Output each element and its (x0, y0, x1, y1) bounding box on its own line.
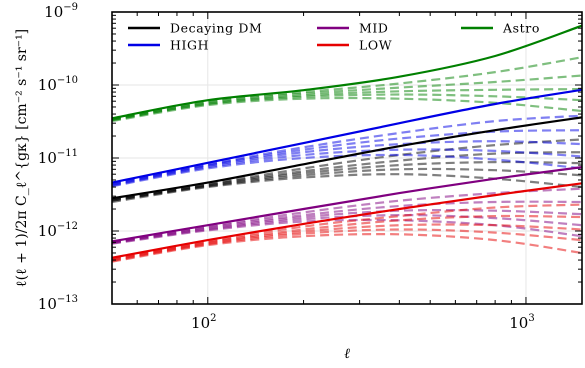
series-line-high (112, 88, 582, 184)
series-dashed-high (112, 148, 582, 187)
x-tick-label: 103 (509, 313, 534, 332)
series-line-low (112, 182, 582, 259)
series-dashed-decaying-dm (112, 173, 582, 204)
plot-frame (111, 11, 583, 305)
legend: Decaying DM MID Astro HIGH LOW (128, 21, 540, 53)
x-axis-label: ℓ (344, 346, 350, 362)
y-axis-label: ℓ(ℓ + 1)/2π C_ℓ^{gκ} [cm⁻² s⁻¹ sr⁻¹] (14, 29, 30, 287)
series-line-mid (112, 166, 582, 243)
series-dashed-astro (112, 96, 582, 123)
legend-label-mid: MID (359, 21, 389, 36)
series-dashed-low (112, 232, 582, 263)
series-line-decaying-dm (112, 116, 582, 200)
legend-label-low: LOW (359, 38, 392, 53)
series-dashed-high (112, 140, 582, 186)
legend-label-high: HIGH (170, 38, 209, 53)
legend-label-decaying-dm: Decaying DM (170, 21, 262, 36)
legend-label-astro: Astro (502, 21, 540, 36)
x-tick-label: 102 (191, 313, 216, 332)
series-dashed-mid (112, 200, 582, 244)
series-layer (112, 24, 582, 263)
series-line-astro (112, 24, 582, 120)
